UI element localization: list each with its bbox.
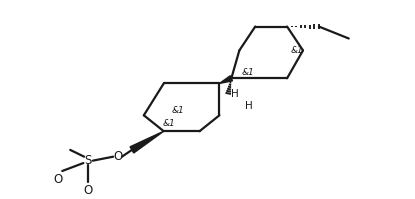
Text: &1: &1: [163, 119, 175, 128]
Text: O: O: [54, 173, 63, 186]
Polygon shape: [220, 76, 232, 83]
Text: &1: &1: [291, 46, 304, 55]
Polygon shape: [130, 131, 164, 153]
Text: S: S: [84, 154, 92, 167]
Text: H: H: [245, 101, 253, 111]
Text: &1: &1: [172, 106, 184, 115]
Text: H: H: [232, 89, 239, 99]
Text: O: O: [113, 150, 122, 163]
Text: &1: &1: [241, 68, 254, 77]
Text: O: O: [83, 184, 93, 197]
